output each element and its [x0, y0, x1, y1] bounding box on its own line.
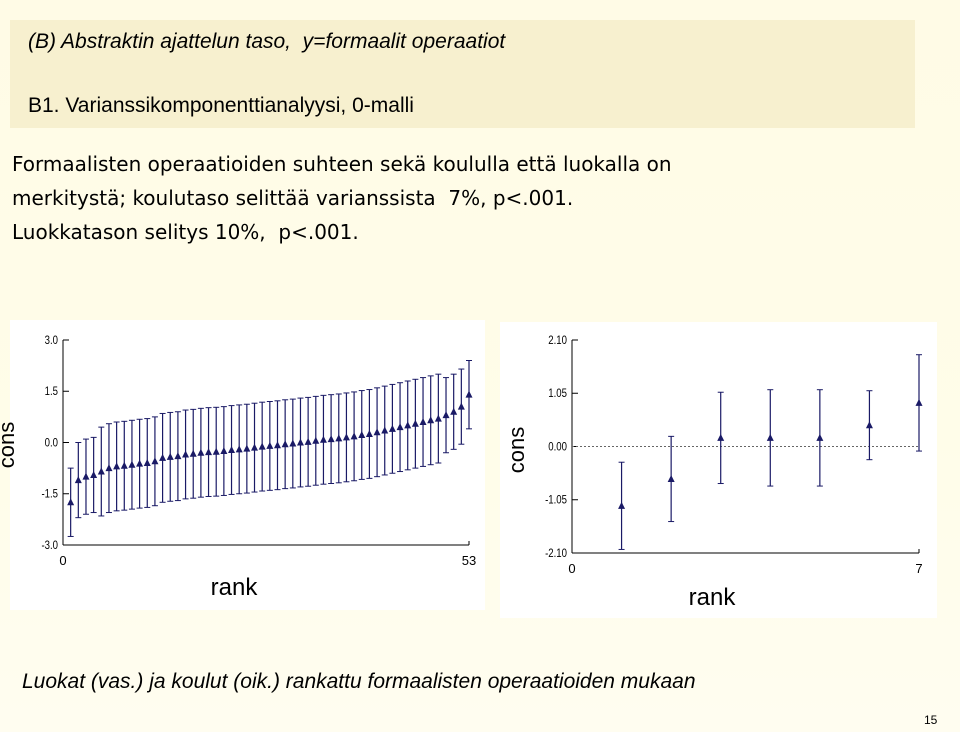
- point: [143, 459, 151, 466]
- point: [342, 433, 350, 441]
- plot-panel: [10, 320, 485, 610]
- point: [427, 416, 435, 424]
- point: [865, 421, 873, 429]
- point: [465, 390, 473, 398]
- point: [120, 461, 128, 469]
- title-band: [10, 20, 915, 128]
- point: [319, 435, 327, 443]
- point: [717, 433, 725, 441]
- x-tick-label: 7: [915, 561, 922, 576]
- point: [434, 414, 442, 422]
- x-tick-label: 0: [568, 561, 575, 576]
- point: [212, 447, 220, 455]
- point: [915, 398, 923, 406]
- point: [113, 462, 121, 470]
- point: [166, 452, 174, 460]
- y-tick-label: 1.05: [548, 387, 567, 400]
- point: [251, 443, 259, 451]
- y-tick-label: 3.0: [45, 334, 58, 347]
- point: [816, 433, 824, 441]
- point: [67, 498, 75, 506]
- point: [766, 433, 774, 441]
- point: [281, 440, 289, 448]
- body-line: merkitystä; koulutaso selittää varianssi…: [12, 186, 574, 210]
- point: [327, 435, 335, 443]
- point: [457, 402, 465, 410]
- point: [136, 459, 144, 467]
- point: [618, 501, 626, 509]
- x-tick-label: 0: [59, 553, 66, 568]
- subtitle: B1. Varianssikomponenttianalyysi, 0-mall…: [28, 94, 414, 117]
- page-number: 15: [924, 713, 938, 727]
- point: [396, 423, 404, 431]
- x-axis-label: rank: [689, 584, 737, 611]
- point: [411, 419, 419, 427]
- point: [258, 442, 266, 450]
- body-line: Formaalisten operaatioiden suhteen sekä …: [12, 152, 672, 176]
- plot-panel: [500, 322, 937, 618]
- point: [273, 441, 281, 449]
- point: [90, 470, 98, 478]
- point: [450, 407, 458, 415]
- point: [404, 421, 412, 429]
- y-tick-label: 2.10: [548, 334, 567, 347]
- point: [373, 428, 381, 436]
- point: [289, 439, 297, 447]
- point: [74, 476, 82, 484]
- x-axis-label: rank: [211, 574, 259, 601]
- point: [174, 452, 182, 460]
- point: [228, 446, 236, 454]
- x-tick-label: 53: [462, 553, 476, 568]
- y-tick-label: 0.00: [548, 441, 567, 454]
- body-line: Luokkatason selitys 10%, p<.001.: [12, 220, 359, 244]
- y-tick-label: -1.05: [545, 494, 567, 507]
- point: [304, 437, 312, 445]
- chart: 3.0 1.5 0.0 -1.5 -3.00 53 rank cons: [0, 320, 485, 610]
- point: [197, 448, 205, 456]
- point: [266, 441, 274, 449]
- y-axis-label: cons: [504, 427, 529, 473]
- point: [350, 432, 358, 440]
- caption: Luokat (vas.) ja koulut (oik.) rankattu …: [22, 670, 696, 693]
- point: [105, 464, 113, 472]
- point: [243, 444, 251, 452]
- y-tick-label: -1.5: [41, 488, 58, 501]
- point: [128, 460, 136, 468]
- point: [189, 449, 197, 457]
- point: [419, 418, 427, 425]
- point: [205, 448, 213, 456]
- point: [667, 474, 675, 482]
- point: [235, 445, 243, 453]
- y-tick-label: 1.5: [45, 385, 58, 398]
- point: [442, 411, 450, 419]
- point: [151, 457, 159, 465]
- chart: 2.10 1.05 0.00 -1.05 -2.100 7 rank cons: [500, 322, 937, 618]
- y-tick-label: -2.10: [545, 547, 567, 560]
- point: [388, 424, 396, 432]
- point: [381, 426, 389, 434]
- point: [365, 429, 373, 437]
- point: [312, 436, 320, 444]
- y-tick-label: 0.0: [45, 437, 58, 450]
- point: [335, 434, 343, 442]
- title: (B) Abstraktin ajattelun taso, y=formaal…: [28, 30, 506, 53]
- point: [220, 447, 228, 455]
- y-axis-label: cons: [0, 422, 19, 468]
- point: [97, 467, 105, 475]
- point: [182, 450, 190, 458]
- y-tick-label: -3.0: [41, 539, 58, 552]
- point: [159, 453, 167, 461]
- point: [296, 438, 304, 446]
- point: [358, 430, 366, 438]
- point: [82, 472, 90, 480]
